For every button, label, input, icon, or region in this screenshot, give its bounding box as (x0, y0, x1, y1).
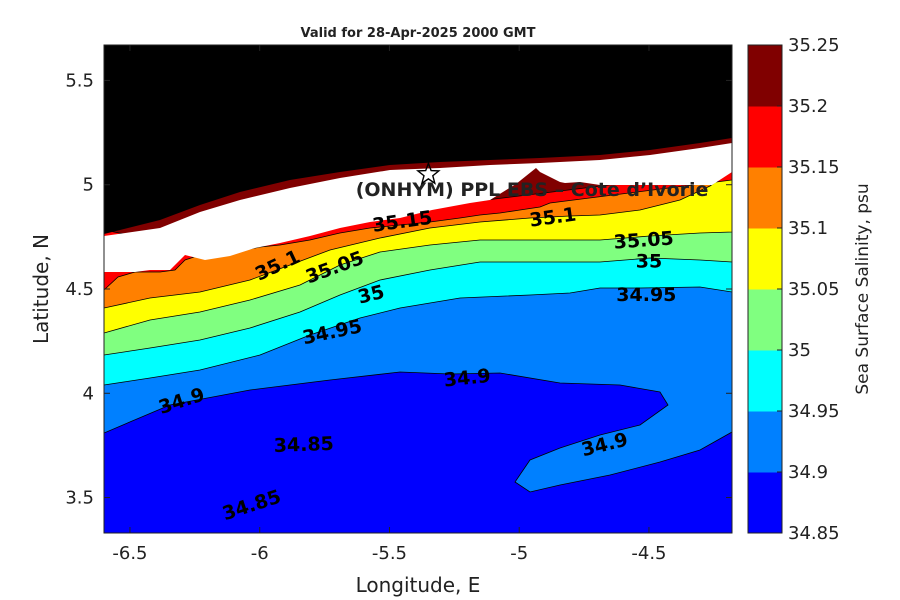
contour-label: 35 (636, 250, 662, 272)
y-tick-label: 5 (83, 175, 94, 196)
colorbar-label: Sea Surface Salinity, psu (853, 183, 873, 394)
colorbar-swatch (748, 472, 782, 534)
colorbar-tick-label: 35.1 (788, 218, 828, 239)
x-tick-label: -5 (510, 543, 528, 564)
contour-label: 34.9 (443, 365, 492, 392)
contour-label: 34.95 (616, 284, 676, 306)
colorbar-tick-label: 34.95 (788, 401, 840, 422)
colorbar-swatch (748, 228, 782, 290)
site-star-marker (415, 161, 441, 185)
colorbar-tick-label: 35.05 (788, 279, 840, 300)
x-tick-label: -6.5 (112, 543, 147, 564)
x-axis-label: Longitude, E (356, 573, 481, 597)
x-axis: -6.5 -6 -5.5 -5 -4.5 (112, 45, 667, 564)
colorbar-tick-label: 35 (788, 340, 811, 361)
colorbar-tick-label: 35.15 (788, 157, 840, 178)
y-tick-label: 4 (83, 383, 94, 404)
chart-title: Valid for 28-Apr-2025 2000 GMT (301, 26, 536, 41)
y-axis-label: Latitude, N (29, 234, 53, 344)
contour-label: 34.85 (273, 433, 334, 457)
site-annotation: (ONHYM) PPL EBS – Cote d’Ivorie (356, 179, 709, 201)
x-tick-label: -5.5 (372, 543, 407, 564)
colorbar-tick-label: 35.2 (788, 96, 828, 117)
coast-white-strip (104, 143, 732, 272)
y-tick-label: 5.5 (65, 70, 94, 91)
colorbar-swatch (748, 350, 782, 412)
colorbar-swatch (748, 106, 782, 168)
colorbar-swatch (748, 45, 782, 107)
y-axis: 3.5 4 4.5 5 5.5 (65, 70, 732, 509)
colorbar-swatch (748, 289, 782, 351)
colorbar-tick-label: 35.25 (788, 35, 840, 56)
x-tick-label: -6 (251, 543, 269, 564)
x-tick-label: -4.5 (631, 543, 666, 564)
contour-label: 35.05 (613, 227, 674, 253)
colorbar: 34.85 34.9 34.95 35 35.05 35.1 35.15 35.2 35.25 (747, 35, 840, 544)
y-tick-label: 4.5 (65, 279, 94, 300)
colorbar-swatch (748, 167, 782, 229)
y-tick-label: 3.5 (65, 488, 94, 509)
land-area (104, 45, 732, 234)
colorbar-swatch (748, 411, 782, 473)
colorbar-tick-label: 34.9 (788, 462, 828, 483)
colorbar-tick-label: 34.85 (788, 523, 840, 544)
